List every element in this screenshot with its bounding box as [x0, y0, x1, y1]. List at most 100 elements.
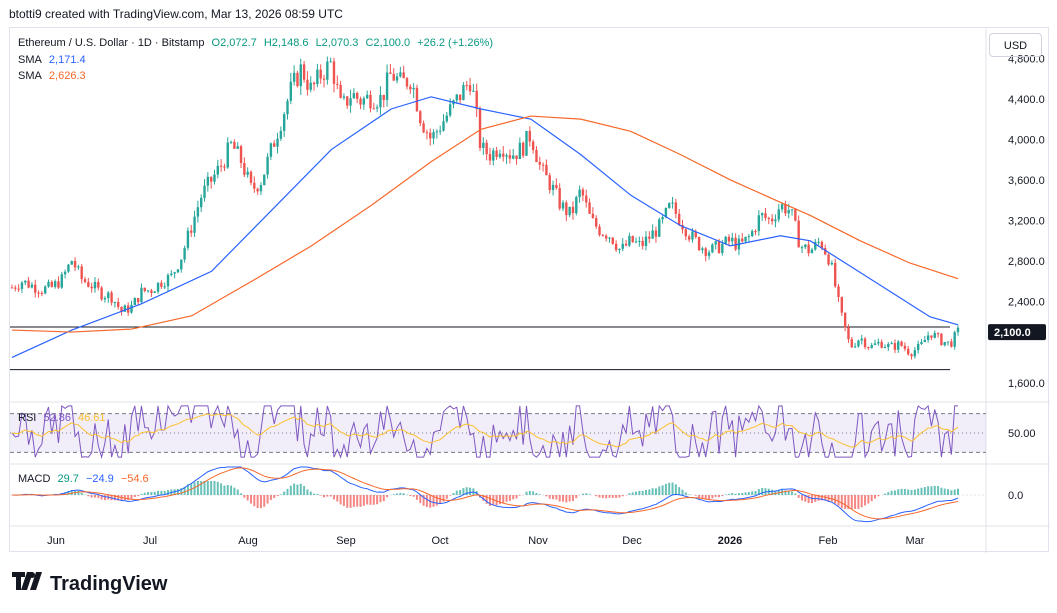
macd-hist-bar [727, 493, 730, 495]
macd-hist-bar [303, 486, 306, 495]
macd-hist-bar [263, 495, 266, 507]
macd-hist-bar [289, 485, 292, 495]
candle-body [757, 215, 761, 232]
legend-low: L2,070.3 [315, 37, 359, 49]
macd-hist-bar [64, 492, 67, 495]
x-tick-label: Feb [819, 535, 838, 547]
macd-hist-bar [193, 482, 196, 495]
candle-body [60, 274, 63, 288]
macd-hist-bar [595, 495, 598, 497]
macd-hist-value: −54.6 [120, 473, 149, 485]
macd-hist-bar [927, 486, 930, 495]
macd-hist-bar [220, 483, 223, 495]
candle-body [691, 231, 694, 240]
candle-body [571, 206, 575, 214]
candle-body [857, 340, 860, 347]
candle-body [249, 171, 253, 183]
candle-body [833, 262, 837, 287]
macd-hist-bar [638, 490, 641, 495]
macd-hist-bar [240, 493, 243, 495]
candle-body [395, 76, 399, 81]
candle-body [100, 287, 103, 300]
candle-body [601, 234, 605, 236]
macd-hist-bar [495, 495, 498, 506]
chart-svg[interactable]: 4,800.04,400.04,000.03,600.03,200.02,800… [10, 28, 1050, 553]
macd-hist-bar [133, 495, 136, 498]
macd-hist-bar [432, 495, 435, 507]
candle-body [581, 189, 585, 196]
candle-body [923, 339, 927, 343]
macd-hist-bar [70, 490, 73, 495]
macd-hist-bar [236, 489, 239, 495]
candle-body [93, 281, 97, 289]
macd-hist-bar [830, 495, 833, 502]
x-tick-label: Sep [336, 535, 356, 547]
macd-hist-bar [678, 487, 681, 495]
candle-body [276, 138, 279, 147]
candle-body [707, 252, 711, 256]
macd-hist-bar [635, 491, 638, 495]
macd-hist-bar [641, 491, 644, 495]
candle-body [930, 335, 933, 338]
candle-body [512, 155, 515, 159]
macd-hist-bar [870, 495, 873, 502]
candle-body [419, 111, 422, 124]
candle-body [661, 217, 664, 220]
macd-hist-bar [392, 494, 395, 495]
macd-hist-bar [800, 495, 803, 501]
currency-button[interactable]: USD [989, 33, 1042, 57]
candle-body [814, 241, 817, 250]
candle-body [455, 94, 458, 101]
candle-body [67, 264, 70, 272]
macd-hist-bar [296, 484, 299, 495]
candle-body [153, 291, 156, 293]
candle-body [256, 188, 259, 192]
macd-hist-bar [183, 486, 186, 495]
macd-hist-bar [787, 491, 790, 495]
macd-hist-bar [933, 485, 936, 495]
macd-hist-bar [279, 494, 282, 495]
macd-hist-bar [757, 489, 760, 495]
candle-body [873, 343, 877, 345]
candle-body [936, 333, 940, 335]
candle-body [538, 162, 541, 165]
candle-body [282, 114, 286, 131]
candle-body [306, 79, 309, 90]
candle-body [575, 197, 578, 214]
candle-body [760, 213, 764, 216]
y-tick-label: 1,600.0 [1008, 378, 1045, 390]
candle-body [372, 108, 376, 110]
candle-body [545, 164, 548, 176]
macd-hist-bar [143, 492, 146, 495]
macd-hist-bar [153, 491, 156, 495]
rsi-tick-label: 50.00 [1008, 428, 1036, 440]
macd-hist-bar [359, 495, 362, 507]
candle-body [117, 302, 120, 307]
legend-open: O2,072.7 [211, 37, 257, 49]
macd-signal-line [11, 467, 959, 520]
candle-body [34, 284, 37, 293]
macd-hist-bar [654, 488, 657, 495]
macd-hist-bar [774, 490, 777, 495]
candle-body [57, 281, 60, 288]
macd-hist-bar [648, 489, 651, 495]
candle-body [389, 72, 392, 74]
macd-hist-bar [167, 490, 170, 495]
macd-hist-bar [256, 495, 259, 509]
macd-hist-bar [163, 491, 166, 495]
candle-body [465, 85, 468, 87]
y-tick-label: 3,600.0 [1008, 175, 1045, 187]
candle-body [365, 94, 369, 99]
candle-body [77, 266, 80, 268]
macd-hist-bar [419, 495, 422, 504]
macd-hist-bar [714, 495, 717, 497]
macd-hist-bar [356, 495, 359, 507]
macd-hist-bar [439, 495, 442, 505]
candle-body [435, 131, 439, 133]
macd-hist-bar [744, 492, 747, 495]
rsi-value: 52.86 [43, 412, 71, 424]
candle-body [488, 154, 492, 161]
macd-hist-bar [77, 490, 80, 495]
tradingview-logo: TradingView [12, 572, 167, 596]
macd-hist-bar [316, 493, 319, 495]
